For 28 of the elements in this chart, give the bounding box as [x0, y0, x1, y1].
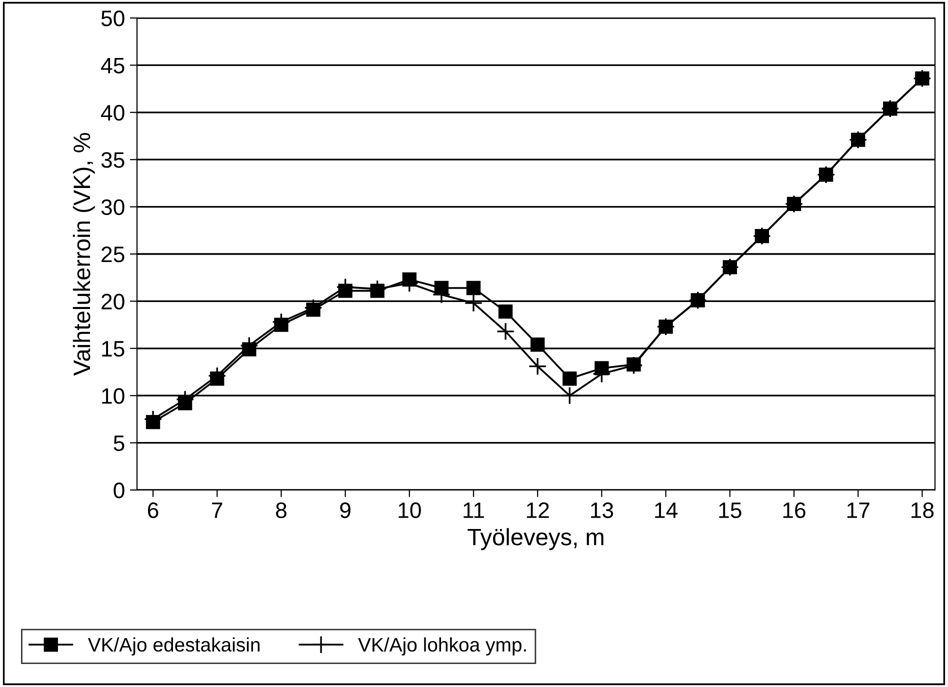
- legend-label: VK/Ajo edestakaisin: [88, 637, 260, 656]
- y-tick-label: 40: [100, 104, 124, 121]
- x-tick-label: 13: [591, 502, 614, 518]
- x-tick-label: 10: [398, 502, 421, 518]
- x-tick-label: 14: [655, 502, 678, 518]
- y-tick-label: 20: [102, 294, 124, 310]
- x-tick-label: 15: [719, 502, 742, 518]
- x-axis-title: Työleveys, m: [468, 528, 604, 550]
- x-tick-label: 9: [340, 502, 350, 518]
- y-tick-label: 10: [102, 388, 124, 404]
- y-tick-label: 5: [114, 436, 124, 452]
- x-tick-label: 8: [276, 502, 286, 518]
- y-tick-label: 15: [102, 341, 124, 357]
- x-tick-label: 6: [148, 502, 158, 518]
- y-tick-label: 30: [101, 199, 124, 216]
- x-tick-label: 18: [912, 502, 934, 518]
- y-tick-label: 25: [102, 246, 124, 262]
- x-tick-label: 17: [847, 502, 870, 518]
- x-tick-label: 16: [783, 502, 806, 518]
- x-tick-label: 7: [212, 502, 222, 518]
- y-tick-label: 35: [101, 152, 124, 168]
- y-tick-label: 50: [101, 10, 124, 26]
- y-tick-label: 0: [114, 482, 124, 498]
- y-axis-title: Vaihtelukerroin (VK), %: [72, 133, 95, 376]
- legend-label: VK/Ajo lohkoa ymp.: [358, 637, 526, 656]
- y-tick-label: 45: [100, 58, 124, 74]
- x-tick-label: 11: [464, 502, 484, 518]
- x-tick-label: 12: [526, 502, 549, 518]
